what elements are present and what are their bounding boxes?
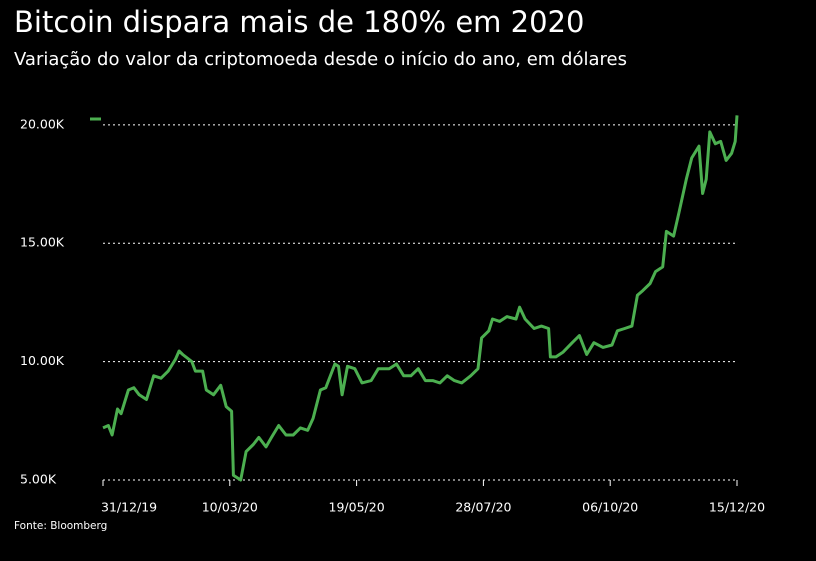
x-tick-label: 10/03/20 — [202, 500, 258, 515]
y-tick-label: 15.00K — [20, 235, 65, 250]
price-line — [102, 115, 739, 482]
y-tick-label: 10.00K — [20, 353, 65, 368]
x-tick-label: 19/05/20 — [329, 500, 385, 515]
chart-subtitle: Variação do valor da criptomoeda desde o… — [14, 49, 627, 70]
x-tick-label: 31/12/19 — [101, 500, 157, 515]
x-tick-label: 15/12/20 — [709, 500, 765, 515]
chart-title: Bitcoin dispara mais de 180% em 2020 — [14, 5, 584, 39]
y-tick-label: 5.00K — [20, 472, 57, 487]
x-tick-label: 06/10/20 — [582, 500, 638, 515]
source-note: Fonte: Bloomberg — [14, 520, 107, 532]
x-tick-label: 28/07/20 — [455, 500, 511, 515]
y-tick-label: 20.00K — [20, 116, 65, 131]
